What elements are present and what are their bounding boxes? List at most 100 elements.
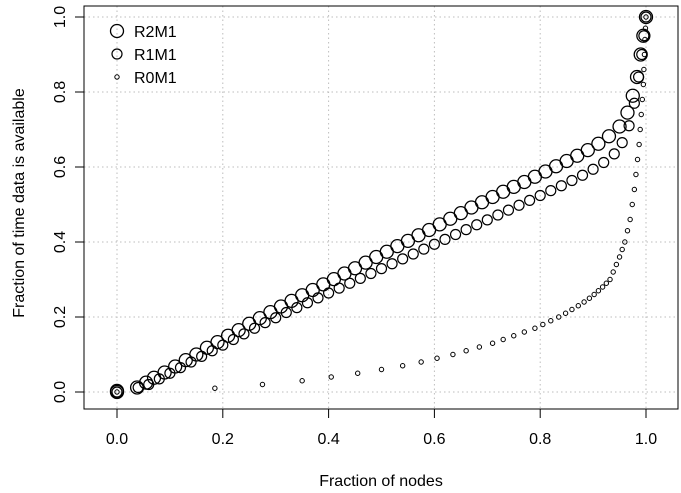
data-point	[532, 325, 538, 331]
data-point	[174, 362, 187, 374]
data-point	[638, 9, 654, 25]
data-point	[603, 280, 610, 286]
data-point	[513, 199, 525, 211]
data-point	[545, 185, 557, 197]
data-point	[375, 263, 388, 275]
y-tick-label: 1.0	[52, 6, 69, 28]
series-r0m1	[114, 14, 649, 395]
data-point	[619, 246, 625, 253]
data-point	[196, 350, 208, 362]
x-tick-label: 1.0	[635, 431, 657, 448]
data-point	[185, 356, 197, 368]
plot-frame	[83, 5, 679, 410]
data-point	[637, 126, 643, 133]
data-point	[333, 282, 345, 294]
data-point	[407, 248, 419, 260]
data-point	[566, 174, 578, 187]
data-point	[354, 272, 366, 284]
data-point	[344, 277, 356, 289]
data-point	[217, 339, 229, 351]
data-point	[386, 258, 398, 270]
data-point	[629, 201, 635, 208]
data-point	[434, 355, 440, 361]
data-point	[624, 228, 631, 234]
data-point	[642, 36, 648, 43]
data-point	[599, 284, 606, 290]
data-point	[365, 267, 377, 280]
data-point	[132, 381, 144, 394]
data-point	[598, 156, 610, 169]
data-point	[418, 359, 424, 365]
data-point	[114, 389, 120, 395]
data-point	[259, 381, 266, 388]
data-point	[328, 374, 334, 380]
data-point	[397, 253, 409, 265]
data-point	[595, 288, 602, 294]
data-point	[616, 254, 623, 260]
data-point	[601, 129, 617, 144]
x-axis-label: Fraction of nodes	[319, 473, 443, 490]
data-point	[640, 11, 652, 23]
grid-lines	[84, 6, 678, 409]
data-point	[562, 310, 569, 316]
x-tick-label: 0.2	[212, 431, 234, 448]
data-point	[354, 370, 361, 376]
data-point	[580, 142, 595, 158]
data-point	[143, 378, 155, 391]
data-point	[634, 156, 641, 163]
y-tick-label: 0.4	[52, 231, 69, 253]
legend-marker	[114, 74, 120, 80]
data-point	[270, 312, 282, 324]
data-point	[641, 66, 647, 73]
data-point	[259, 317, 271, 329]
data-point	[540, 321, 546, 328]
x-tick-label: 0.6	[423, 431, 445, 448]
legend-marker	[111, 48, 123, 60]
data-point	[625, 88, 640, 103]
data-point	[521, 329, 528, 335]
data-point	[627, 216, 633, 223]
data-point	[628, 97, 640, 109]
data-point	[622, 239, 628, 245]
data-point	[586, 295, 593, 301]
data-point	[612, 119, 627, 134]
legend-label: R1M1	[134, 47, 177, 64]
data-point	[212, 385, 218, 391]
data-point	[476, 344, 483, 350]
data-point	[164, 367, 176, 379]
data-point	[643, 14, 649, 20]
data-point	[591, 136, 606, 151]
data-point	[575, 303, 581, 309]
data-point	[633, 171, 639, 178]
data-point	[616, 137, 628, 149]
data-point	[231, 322, 246, 338]
data-point	[524, 194, 536, 206]
data-points	[109, 9, 654, 400]
legend-label: R2M1	[134, 24, 177, 41]
data-point	[450, 351, 456, 358]
data-point	[576, 169, 589, 181]
legend-label: R0M1	[134, 70, 177, 87]
data-point	[638, 111, 644, 118]
y-axis-label: Fraction of time data is available	[11, 88, 28, 318]
data-point	[399, 363, 406, 369]
data-point	[500, 336, 506, 343]
data-point	[299, 378, 305, 384]
data-point	[641, 51, 648, 58]
series-r1m1	[111, 11, 652, 398]
data-point	[428, 238, 440, 250]
y-tick-label: 0.0	[52, 381, 69, 403]
data-point	[227, 333, 239, 346]
data-point	[439, 233, 451, 245]
y-tick-label: 0.6	[52, 156, 69, 178]
data-point	[556, 314, 562, 320]
data-point	[291, 302, 303, 314]
data-point	[640, 81, 647, 88]
data-point	[460, 224, 472, 236]
data-point	[463, 348, 469, 354]
data-point	[632, 71, 645, 83]
data-point	[638, 30, 650, 42]
series-r2m1	[109, 9, 654, 400]
data-point	[206, 345, 218, 357]
